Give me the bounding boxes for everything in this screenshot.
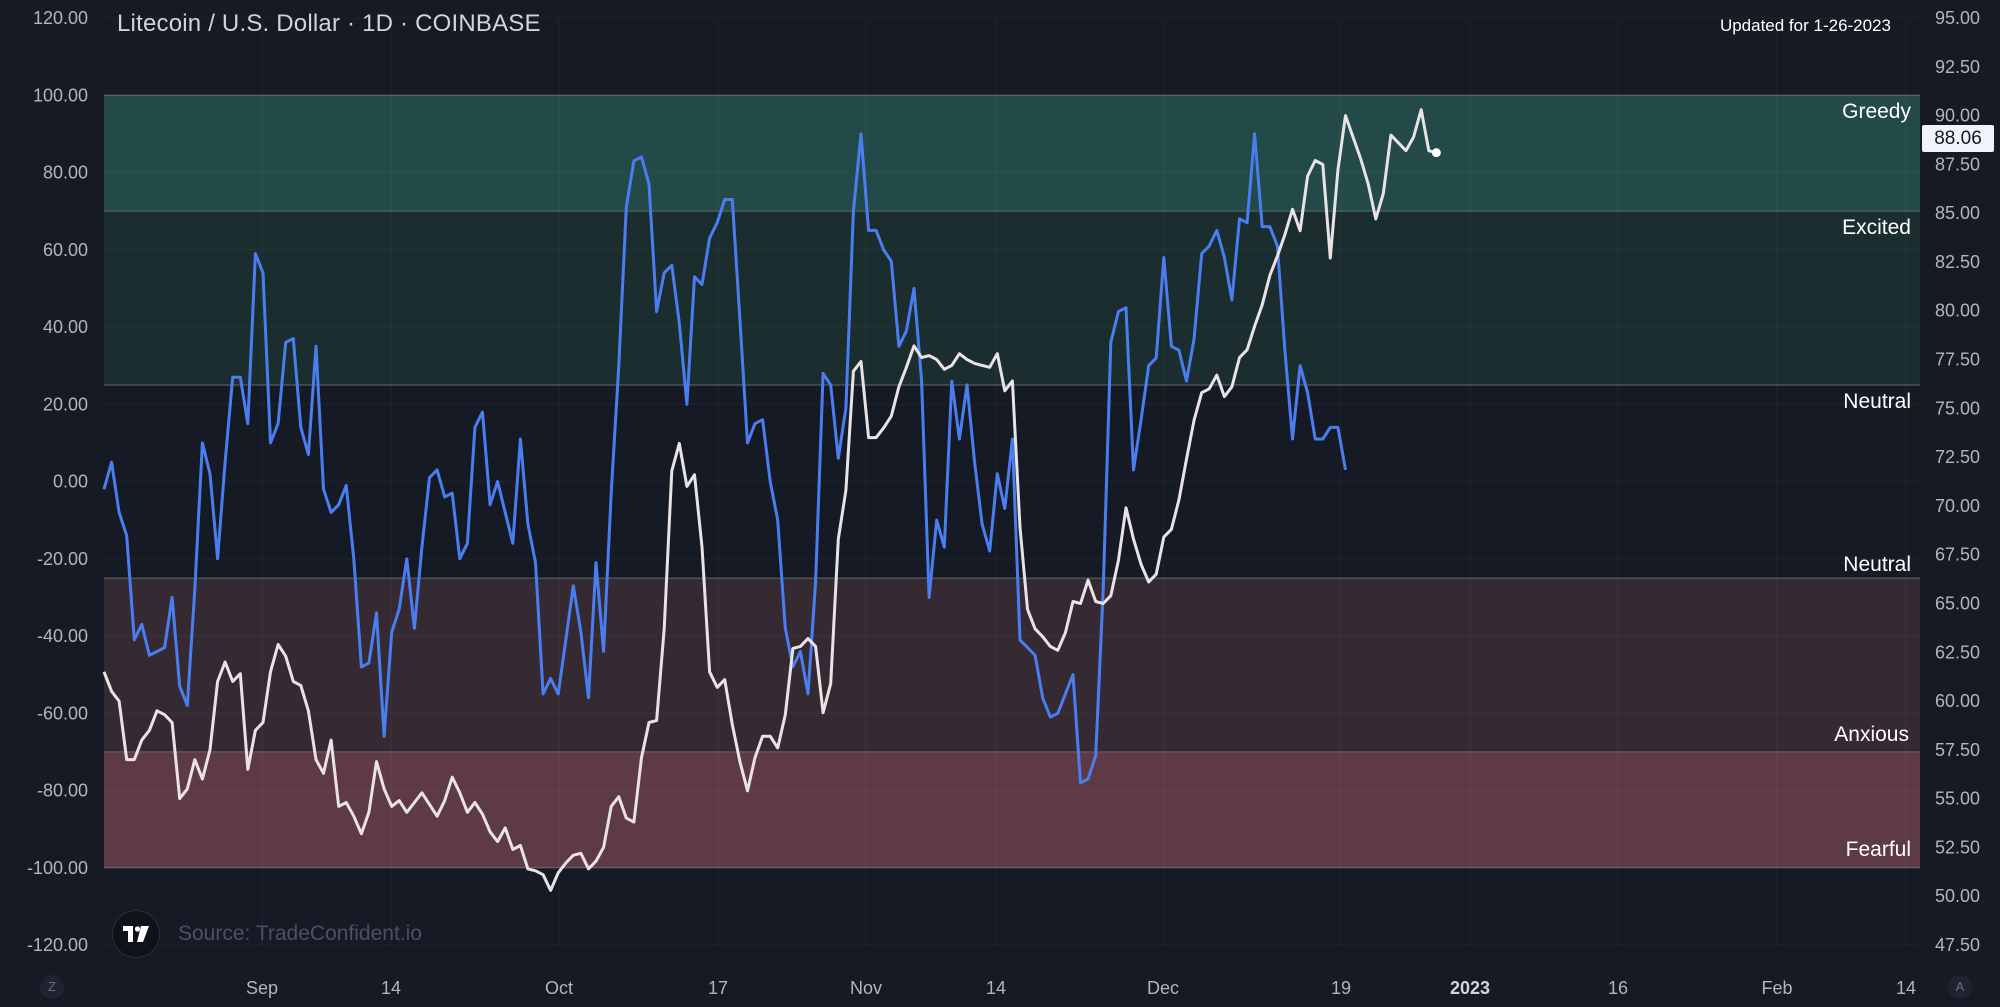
zone-label-anxious: Anxious <box>1834 723 1909 746</box>
x-axis-tick-label: Sep <box>246 978 278 998</box>
right-axis-tick-label: 50.00 <box>1935 886 1980 906</box>
x-axis-tick-label: Nov <box>850 978 882 998</box>
sentiment-band <box>104 211 1920 385</box>
right-axis-tick-label: 72.50 <box>1935 447 1980 467</box>
right-axis-tick-label: 47.50 <box>1935 935 1980 955</box>
left-axis-tick-label: 60.00 <box>43 240 88 260</box>
last-price-badge: 88.06 <box>1922 125 1994 152</box>
left-axis-tick-label: -120.00 <box>27 935 88 955</box>
last-price-dot <box>1431 148 1441 158</box>
right-axis-tick-label: 75.00 <box>1935 398 1980 418</box>
left-y-axis: 120.00 100.00 80.00 60.00 40.00 20.00 0.00 -20.… <box>27 8 88 955</box>
source-attribution: Source: TradeConfident.io <box>112 910 422 958</box>
sentiment-band <box>104 578 1920 752</box>
auto-scale-button[interactable]: A <box>1948 975 1972 999</box>
left-axis-tick-label: -20.00 <box>37 549 88 569</box>
left-axis-tick-label: 40.00 <box>43 317 88 337</box>
right-axis-tick-label: 65.00 <box>1935 593 1980 613</box>
left-axis-tick-label: 120.00 <box>33 8 88 28</box>
x-axis-tick-label: Oct <box>545 978 573 998</box>
x-axis-tick-label: 2023 <box>1450 978 1490 998</box>
right-axis-tick-label: 92.50 <box>1935 57 1980 77</box>
right-axis-tick-label: 55.00 <box>1935 789 1980 809</box>
left-axis-tick-label: 80.00 <box>43 163 88 183</box>
left-axis-tick-label: 0.00 <box>53 472 88 492</box>
right-axis-tick-label: 80.00 <box>1935 301 1980 321</box>
x-axis-tick-label: 19 <box>1331 978 1351 998</box>
chart-grid <box>104 17 1920 946</box>
x-axis-tick-label: 14 <box>986 978 1006 998</box>
updated-date: Updated for 1-26-2023 <box>1719 16 1891 35</box>
timezone-button[interactable]: Z <box>40 975 64 999</box>
left-axis-tick-label: 100.00 <box>33 85 88 105</box>
zone-label-fearful: Fearful <box>1845 838 1911 861</box>
left-axis-tick-label: 20.00 <box>43 394 88 414</box>
right-axis-tick-label: 87.50 <box>1935 154 1980 174</box>
sentiment-series-line <box>102 132 1347 785</box>
x-axis-tick-label: 14 <box>381 978 401 998</box>
right-axis-tick-label: 62.50 <box>1935 642 1980 662</box>
right-axis-tick-label: 82.50 <box>1935 252 1980 272</box>
right-axis-tick-label: 52.50 <box>1935 837 1980 857</box>
right-axis-tick-label: 70.00 <box>1935 496 1980 516</box>
x-axis-tick-label: Feb <box>1761 978 1792 998</box>
x-axis-tick-label: 16 <box>1608 978 1628 998</box>
tradingview-logo-icon[interactable] <box>112 910 160 958</box>
right-y-axis: 95.00 92.50 90.00 87.50 85.00 82.50 80.00 77.50… <box>1935 8 1980 955</box>
left-axis-tick-label: -60.00 <box>37 703 88 723</box>
sentiment-band <box>104 95 1920 212</box>
right-axis-tick-label: 60.00 <box>1935 691 1980 711</box>
zone-label-neutral-lower: Neutral <box>1843 553 1911 576</box>
price-series-line <box>102 108 1437 892</box>
zone-label-neutral-upper: Neutral <box>1843 390 1911 413</box>
chart-title: Litecoin / U.S. Dollar · 1D · COINBASE <box>117 10 541 37</box>
right-axis-tick-label: 85.00 <box>1935 203 1980 223</box>
right-axis-tick-label: 90.00 <box>1935 106 1980 126</box>
left-axis-tick-label: -40.00 <box>37 626 88 646</box>
sentiment-bands <box>104 94 1920 869</box>
x-axis-tick-label: 14 <box>1896 978 1916 998</box>
source-text: Source: TradeConfident.io <box>178 922 422 945</box>
chart-lines <box>102 108 1441 892</box>
zone-label-greedy: Greedy <box>1842 100 1911 123</box>
right-axis-tick-label: 57.50 <box>1935 740 1980 760</box>
x-axis-tick-label: 17 <box>708 978 728 998</box>
left-axis-tick-label: -80.00 <box>37 781 88 801</box>
x-axis: Sep 14 Oct 17 Nov 14 Dec 19 2023 16 Feb 14 <box>246 978 1916 998</box>
right-axis-tick-label: 95.00 <box>1935 8 1980 28</box>
right-axis-tick-label: 77.50 <box>1935 350 1980 370</box>
x-axis-tick-label: Dec <box>1147 978 1179 998</box>
zone-label-excited: Excited <box>1842 216 1911 239</box>
right-axis-tick-label: 67.50 <box>1935 545 1980 565</box>
left-axis-tick-label: -100.00 <box>27 858 88 878</box>
